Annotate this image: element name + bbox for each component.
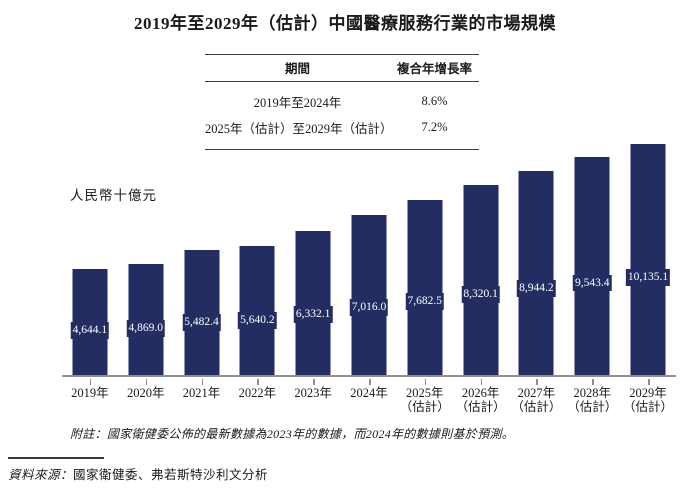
bar <box>295 230 331 375</box>
bar-cell: 4,644.1 <box>62 143 118 375</box>
bar <box>128 263 164 375</box>
bar-cell: 7,016.0 <box>341 143 397 375</box>
bar-cell: 10,135.1 <box>620 143 676 375</box>
bar-cell: 5,482.4 <box>174 143 230 375</box>
bar-value-label: 7,016.0 <box>349 299 389 316</box>
bar <box>407 199 443 375</box>
bar-cell: 6,332.1 <box>285 143 341 375</box>
cagr-table-body: 2019年至2024年 8.6% 2025年（估計）至2029年（估計） 7.2… <box>205 82 479 149</box>
bar-value-label: 4,869.0 <box>126 319 165 337</box>
source-label: 資料來源： <box>8 468 74 482</box>
cagr-cell: 8.6% <box>421 93 448 108</box>
page-title: 2019年至2029年（估計）中國醫療服務行業的市場規模 <box>134 14 556 33</box>
bar-value-label: 8,320.1 <box>461 286 500 304</box>
bar <box>574 157 610 375</box>
x-axis-labels: 2019年 2020年 2021年 2022年 2023年 2024年 2025年 （估計）… <box>62 386 676 415</box>
bar-value-label: 4,644.1 <box>70 322 110 339</box>
axis-tick <box>89 379 92 385</box>
axis-tick <box>592 379 594 385</box>
axis-tick <box>201 379 204 385</box>
cagr-cell: 7.2% <box>421 119 448 134</box>
period-cell: 2025年（估計）至2029年（估計） <box>205 121 393 136</box>
axis-tick <box>480 379 483 385</box>
bar-cell: 9,543.4 <box>564 143 620 375</box>
x-axis-label: 2029年 （估計） <box>623 386 674 415</box>
cagr-table: 期間 複合年增長率 2019年至2024年 8.6% 2025年（估計）至202… <box>205 54 479 150</box>
axis-tick <box>313 379 315 385</box>
x-axis-label: 2027年 （估計） <box>511 386 562 415</box>
bar <box>239 246 275 375</box>
axis-tick <box>145 379 148 385</box>
axis-tick <box>536 379 538 385</box>
bar-cell: 8,944.2 <box>509 143 565 375</box>
bar-value-label: 8,944.2 <box>517 280 556 298</box>
x-axis-label: 2028年 （估計） <box>567 386 618 415</box>
axis-tick <box>648 379 650 385</box>
bar <box>518 170 554 375</box>
table-row: 2019年至2024年 8.6% <box>205 88 479 114</box>
x-axis-label: 2021年 <box>182 386 221 400</box>
bar <box>184 249 220 375</box>
source-line: 資料來源：國家衛健委、弗若斯特沙利文分析 <box>8 464 268 483</box>
bar-value-label: 5,640.2 <box>238 312 277 330</box>
x-axis-label: 2019年 <box>71 386 109 400</box>
x-axis-label: 2026年 （估計） <box>455 386 506 415</box>
bar-value-label: 7,682.5 <box>405 292 445 310</box>
y-axis-unit-label: 人民幣十億元 <box>70 188 157 203</box>
source-divider <box>8 457 104 459</box>
bar-value-label: 9,543.4 <box>572 274 612 292</box>
chart-plot: 4,644.1 4,869.0 5,482.4 5,640.2 6,332.1 7,016… <box>62 143 676 377</box>
bar-cell: 7,682.5 <box>397 143 453 375</box>
cagr-table-header-cagr: 複合年增長率 <box>396 62 472 76</box>
x-axis-label: 2020年 <box>126 386 165 400</box>
bar <box>72 269 108 375</box>
bar-value-label: 6,332.1 <box>293 305 333 323</box>
axis-tick <box>369 379 371 385</box>
period-cell: 2019年至2024年 <box>253 95 342 110</box>
footnote: 附註：國家衛健委公佈的最新數據為2023年的數據，而2024年的數據則基於預測。 <box>70 427 515 441</box>
bar <box>351 214 387 375</box>
bar <box>463 185 499 375</box>
axis-tick <box>257 379 259 385</box>
bar-cell: 4,869.0 <box>118 143 174 375</box>
bar-value-label: 10,135.1 <box>625 268 671 286</box>
table-row: 2025年（估計）至2029年（估計） 7.2% <box>205 114 479 140</box>
cagr-table-header-period: 期間 <box>284 62 310 76</box>
axis-tick <box>424 379 427 385</box>
cagr-table-header-row: 期間 複合年增長率 <box>205 55 479 82</box>
x-axis-label: 2022年 <box>238 386 277 400</box>
bar <box>630 143 666 375</box>
bar-cell: 8,320.1 <box>453 143 509 375</box>
source-text: 國家衛健委、弗若斯特沙利文分析 <box>73 468 269 482</box>
x-axis-label: 2024年 <box>350 386 388 400</box>
x-axis-ticks <box>62 379 676 385</box>
bar-cell: 5,640.2 <box>229 143 285 375</box>
x-axis-label: 2023年 <box>294 386 332 400</box>
x-axis-label: 2025年 （估計） <box>399 386 450 415</box>
bar-value-label: 5,482.4 <box>182 313 221 331</box>
